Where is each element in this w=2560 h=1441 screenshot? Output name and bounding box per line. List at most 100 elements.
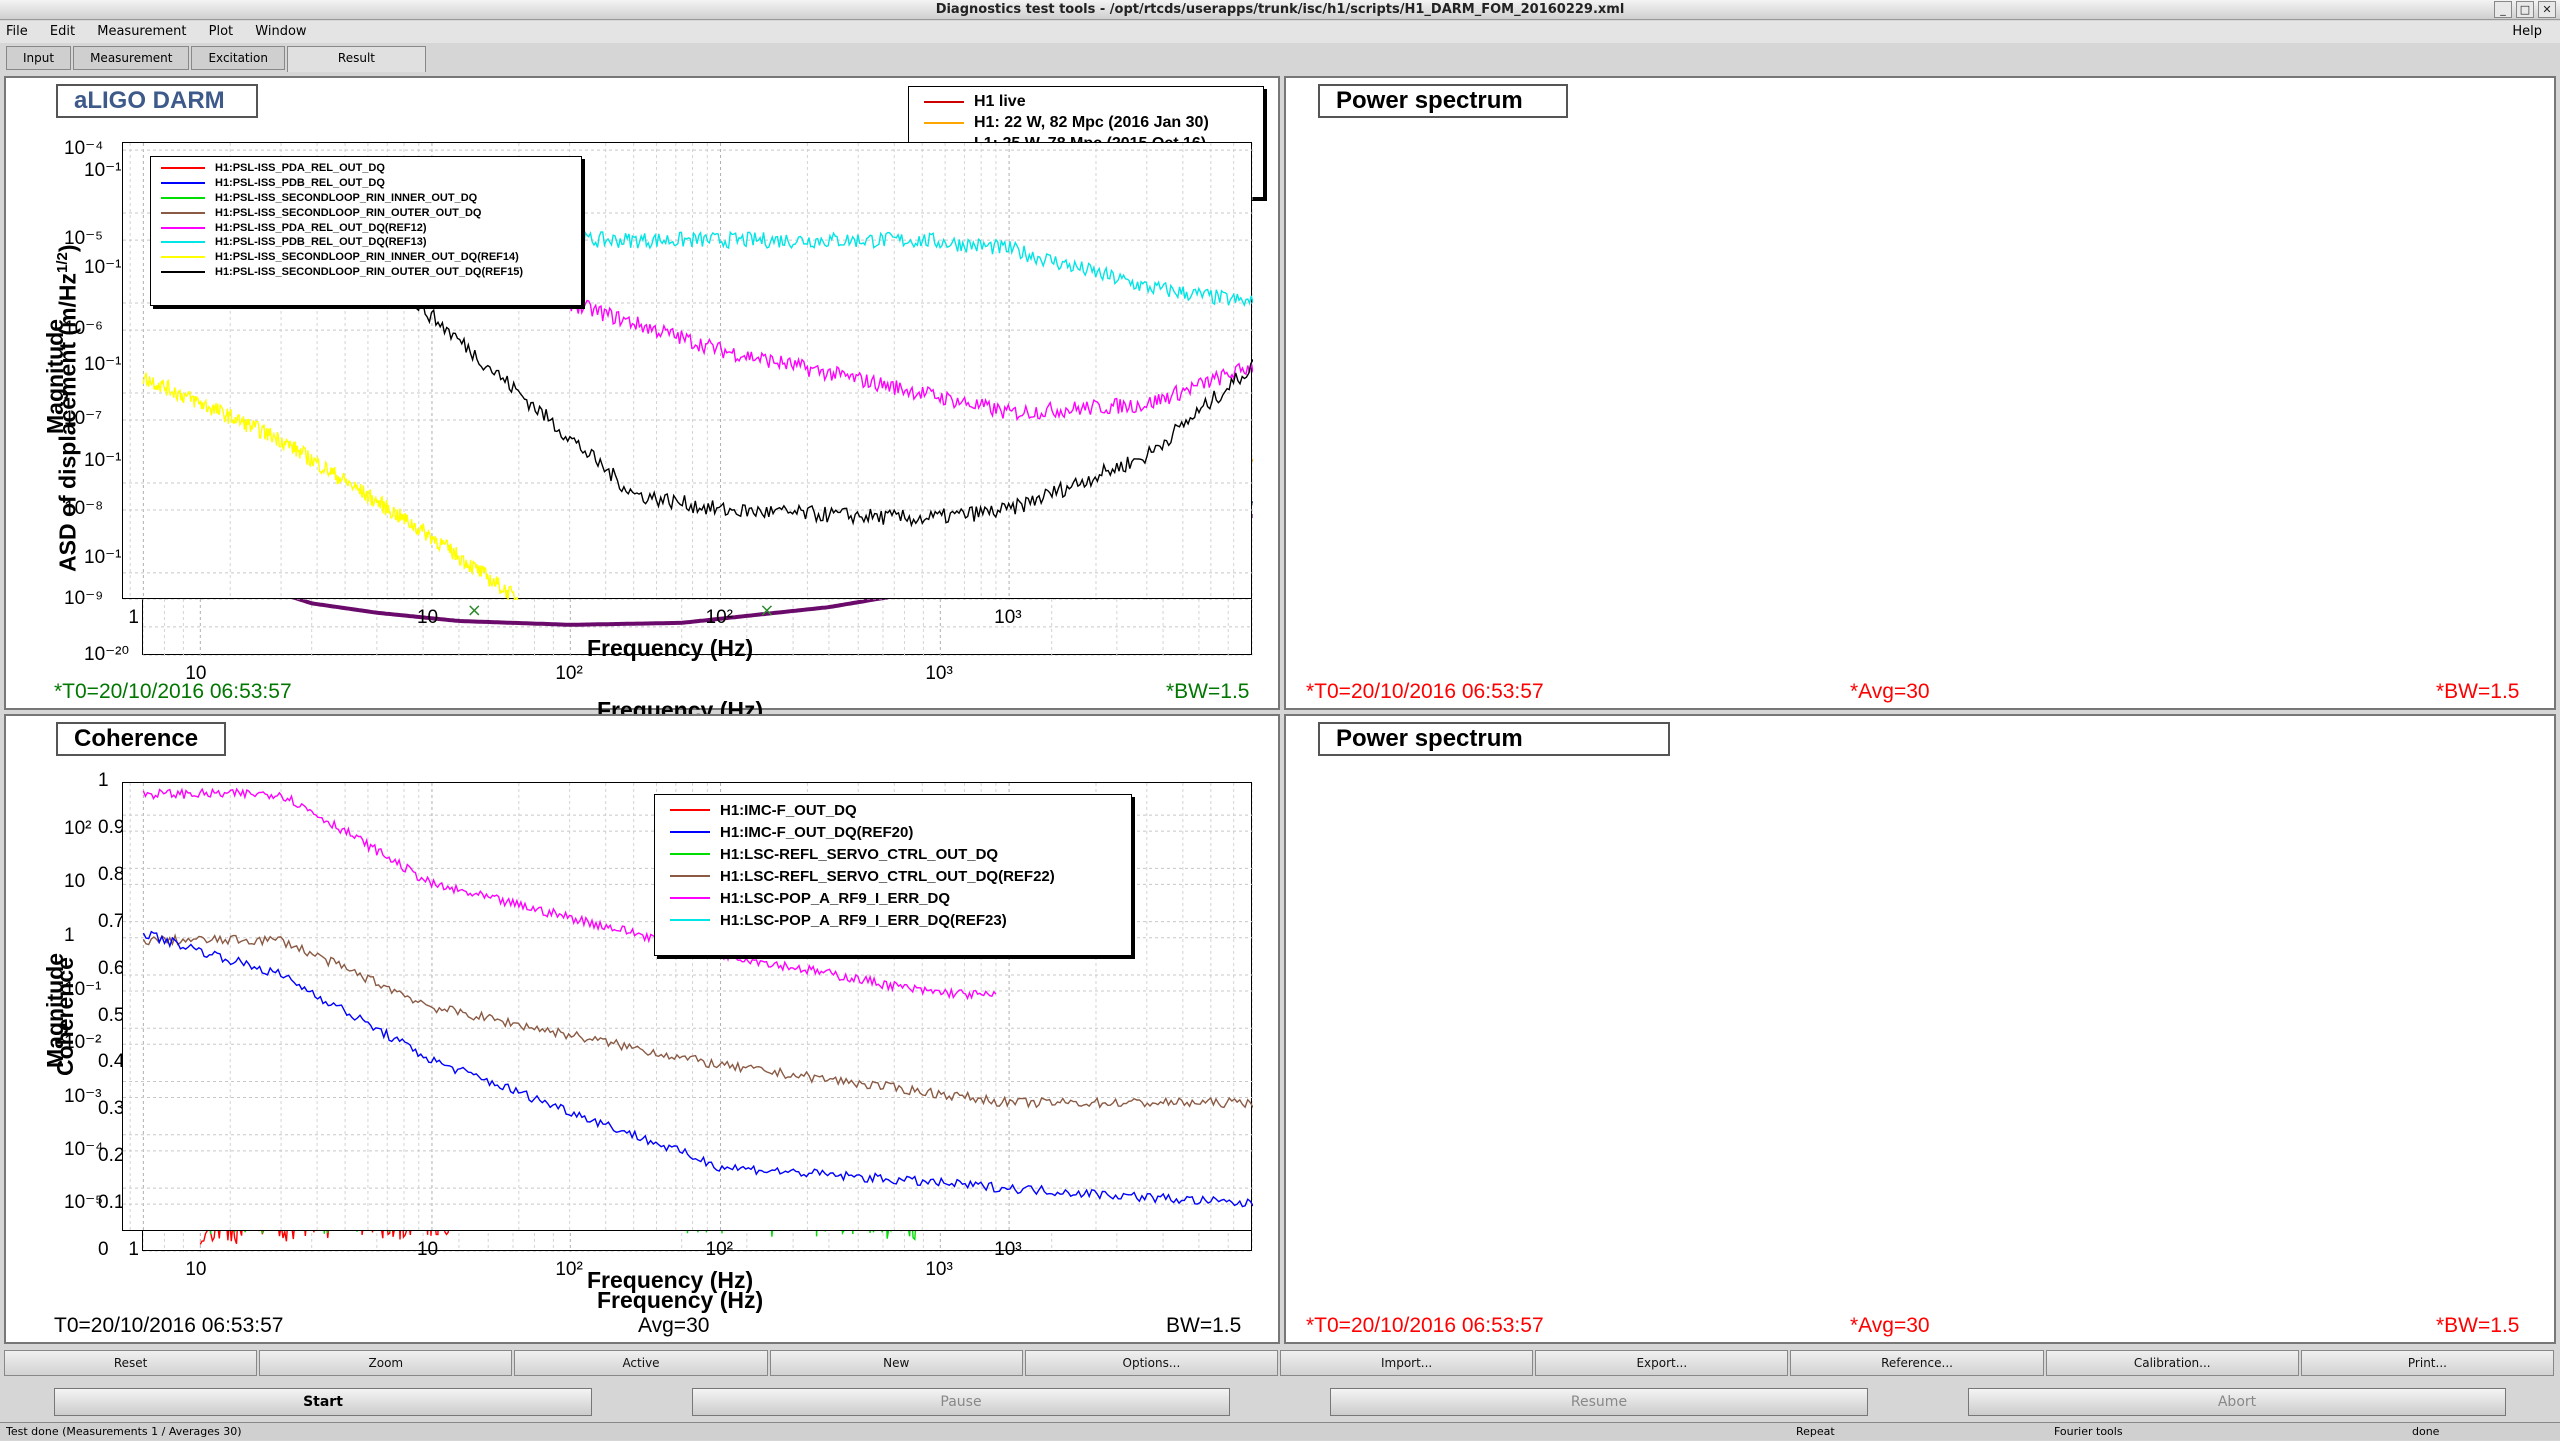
x-axis-title: Frequency (Hz) (587, 1267, 754, 1293)
legend-swatch (161, 270, 205, 273)
x-tick-label: 10³ (925, 1259, 953, 1280)
y-tick-label: 1 (64, 924, 75, 946)
y-tick-label: 0 (98, 1239, 109, 1260)
legend-label: H1:LSC-POP_A_RF9_I_ERR_DQ (720, 889, 951, 907)
x-tick-label: 10³ (994, 1239, 1022, 1260)
minimize-icon[interactable]: _ (2494, 1, 2512, 18)
panel-title: aLIGO DARM (56, 84, 258, 118)
resume-button[interactable]: Resume (1330, 1388, 1868, 1416)
y-tick-label: 10⁻⁷ (64, 408, 103, 430)
y-tick-label: 10 (64, 871, 86, 893)
menu-plot[interactable]: Plot (208, 24, 234, 39)
pause-button[interactable]: Pause (692, 1388, 1230, 1416)
legend-swatch (161, 256, 205, 259)
active-button[interactable]: Active (514, 1350, 768, 1376)
plot-toolbar: Reset Zoom Active New Options... Import.… (4, 1350, 2556, 1376)
x-tick-label: 10 (185, 663, 207, 684)
legend[interactable]: H1:PSL-ISS_PDA_REL_OUT_DQ H1:PSL-ISS_PDB_… (150, 156, 582, 306)
status-repeat: Repeat (1796, 1425, 1835, 1438)
legend-entry: H1:PSL-ISS_SECONDLOOP_RIN_INNER_OUT_DQ (161, 191, 571, 206)
menu-file[interactable]: File (6, 24, 28, 39)
tab-excitation[interactable]: Excitation (191, 46, 285, 70)
legend-swatch (161, 226, 205, 229)
x-tick-label: 1 (128, 1239, 139, 1260)
legend-label: H1:LSC-POP_A_RF9_I_ERR_DQ(REF23) (720, 911, 1007, 929)
series-line (142, 930, 1253, 1208)
legend-swatch (670, 919, 710, 921)
legend-swatch (161, 196, 205, 199)
x-tick-label: 10 (185, 1259, 207, 1280)
menu-window[interactable]: Window (255, 24, 307, 39)
y-tick-label: 0.3 (98, 1098, 125, 1120)
y-axis-title-text: Magnitude (42, 953, 68, 1068)
y-tick-label: 10⁻⁵ (64, 1192, 104, 1214)
legend-entry: H1: 22 W, 82 Mpc (2016 Jan 30) (924, 112, 1248, 133)
y-axis-title-text: Magnitude (42, 319, 68, 434)
footer-t0: *T0=20/10/2016 06:53:57 (1306, 680, 1544, 703)
legend-entry: H1:LSC-POP_A_RF9_I_ERR_DQ (670, 887, 1116, 909)
series-line (518, 280, 1253, 422)
y-tick-label: 0.6 (98, 957, 125, 979)
legend-entry: H1:PSL-ISS_PDA_REL_OUT_DQ (161, 161, 571, 176)
menu-measurement[interactable]: Measurement (97, 24, 187, 39)
close-icon[interactable]: ✕ (2538, 1, 2556, 18)
legend-swatch (670, 897, 710, 899)
tab-result[interactable]: Result (286, 46, 426, 72)
zoom-button[interactable]: Zoom (259, 1350, 513, 1376)
maximize-icon[interactable]: □ (2516, 1, 2534, 18)
reference-button[interactable]: Reference... (1790, 1350, 2044, 1376)
window-title: Diagnostics test tools - /opt/rtcds/user… (935, 2, 1625, 17)
plot-panel-4: Power spectrum 1 10 10² 10³ 10² 10 1 10⁻¹ 10⁻² 10⁻… (42, 714, 2556, 1344)
menu-edit[interactable]: Edit (49, 24, 76, 39)
y-axis-title: Magnitude (42, 953, 69, 1068)
export-button[interactable]: Export... (1535, 1350, 1789, 1376)
start-button[interactable]: Start (54, 1388, 592, 1416)
footer-bw: BW=1.5 (1166, 1314, 1242, 1337)
legend-swatch (161, 167, 205, 170)
y-tick-label: 0.1 (98, 1192, 125, 1214)
legend[interactable]: H1:IMC-F_OUT_DQ H1:IMC-F_OUT_DQ(REF20) H1:… (654, 794, 1132, 956)
x-tick-label: 10³ (994, 607, 1022, 628)
series-line (142, 933, 1253, 1109)
legend-entry: H1:LSC-REFL_SERVO_CTRL_OUT_DQ (670, 843, 1116, 865)
options-button[interactable]: Options... (1024, 1350, 1279, 1376)
legend-entry: H1:PSL-ISS_PDB_REL_OUT_DQ(REF13) (161, 235, 571, 250)
pcal-marker: × (467, 600, 482, 621)
y-tick-label: 10⁻⁴ (64, 1138, 104, 1160)
menu-bar: File Edit Measurement Plot Window Help (0, 21, 2560, 43)
footer-bw: *BW=1.5 (1166, 680, 1250, 703)
panel-title: Coherence (56, 722, 226, 756)
calibration-button[interactable]: Calibration... (2045, 1350, 2299, 1376)
legend-entry: H1:PSL-ISS_SECONDLOOP_RIN_OUTER_OUT_DQ(R… (161, 265, 571, 280)
status-fourier: Fourier tools (2054, 1425, 2123, 1438)
footer-t0: *T0=20/10/2016 06:53:57 (54, 680, 292, 703)
legend-swatch (670, 831, 710, 833)
tab-input[interactable]: Input (6, 46, 72, 70)
new-button[interactable]: New (769, 1350, 1023, 1376)
panel-title: Power spectrum (1318, 722, 1670, 756)
window-titlebar: Diagnostics test tools - /opt/rtcds/user… (0, 0, 2560, 20)
x-tick-label: 10 (416, 607, 439, 628)
y-tick-label: 10⁻⁴ (64, 138, 104, 160)
legend-label: H1:LSC-REFL_SERVO_CTRL_OUT_DQ (720, 845, 999, 863)
status-done: done (2412, 1425, 2440, 1438)
legend-label: H1:PSL-ISS_PDA_REL_OUT_DQ(REF12) (215, 221, 427, 234)
y-tick-label: 1 (98, 770, 109, 791)
menu-help[interactable]: Help (2512, 24, 2542, 39)
legend-label: H1:PSL-ISS_SECONDLOOP_RIN_OUTER_OUT_DQ (215, 206, 482, 219)
legend-entry: H1:LSC-POP_A_RF9_I_ERR_DQ(REF23) (670, 909, 1116, 931)
import-button[interactable]: Import... (1280, 1350, 1534, 1376)
legend-swatch (670, 875, 710, 877)
tab-measurement[interactable]: Measurement (73, 46, 190, 70)
legend-label: H1:IMC-F_OUT_DQ (720, 801, 857, 819)
reset-button[interactable]: Reset (4, 1350, 258, 1376)
legend-swatch (924, 121, 964, 124)
footer-avg: Avg=30 (638, 1314, 710, 1337)
abort-button[interactable]: Abort (1968, 1388, 2506, 1416)
print-button[interactable]: Print... (2300, 1350, 2555, 1376)
series-line (344, 237, 1253, 528)
x-tick-label: 10² (555, 1259, 583, 1280)
x-tick-label: 10 (416, 1239, 439, 1260)
y-tick-label: 10⁻² (64, 1032, 102, 1054)
legend-entry: H1:PSL-ISS_PDB_REL_OUT_DQ (161, 176, 571, 191)
